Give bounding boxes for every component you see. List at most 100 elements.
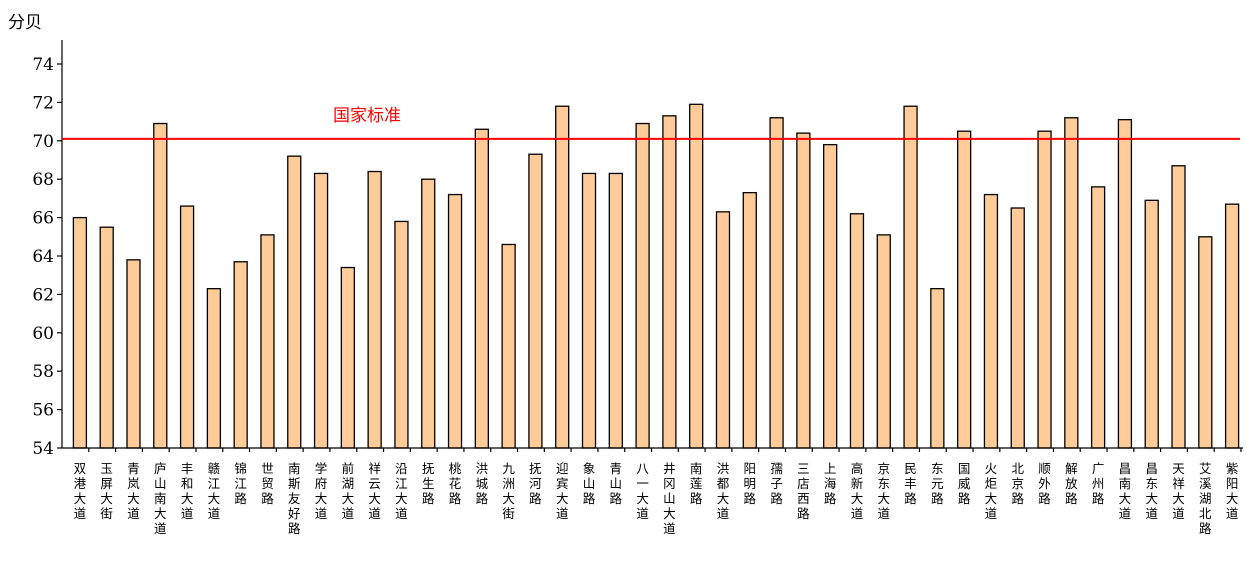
x-tick-label: 洪都大道 [717, 461, 730, 521]
bar [983, 193, 999, 449]
bar [179, 205, 195, 449]
x-tick-label: 南莲路 [690, 461, 703, 506]
y-tick-label: 72 [32, 93, 54, 113]
bar [956, 130, 972, 449]
bar [1064, 117, 1079, 449]
bar [689, 103, 704, 449]
bar [742, 191, 757, 449]
x-tick-label: 三店西路 [797, 461, 810, 521]
bar [99, 226, 114, 449]
x-tick-label: 丰和大道 [181, 461, 194, 521]
bar [260, 234, 275, 449]
x-tick-label: 国威路 [958, 461, 971, 506]
y-tick-label: 68 [32, 170, 54, 190]
bar [153, 122, 168, 449]
x-tick-label: 八一大道 [636, 461, 649, 521]
bar [72, 216, 88, 449]
x-tick-label: 解放路 [1065, 461, 1078, 506]
x-tick-label: 艾溪湖北路 [1199, 461, 1212, 536]
x-tick-label: 火炬大道 [985, 461, 998, 521]
bar [394, 220, 409, 449]
x-tick-label: 桃花路 [449, 461, 462, 506]
x-tick-label: 青山路 [610, 461, 623, 506]
x-tick-label: 顺外路 [1038, 461, 1051, 506]
x-tick-label: 赣江大道 [208, 461, 221, 521]
x-tick-label: 前湖大道 [342, 461, 355, 521]
y-tick-label: 66 [32, 209, 54, 229]
x-tick-label: 北京路 [1011, 461, 1024, 506]
y-axis-label: 分贝 [8, 13, 42, 33]
x-tick-label: 上海路 [824, 461, 837, 506]
x-tick-label: 阳明路 [744, 461, 757, 506]
bar [1171, 165, 1186, 449]
bar [528, 153, 543, 449]
x-tick-label: 广州路 [1092, 461, 1105, 506]
x-tick-label: 双港大道 [74, 461, 87, 521]
x-tick-label: 天祥大道 [1172, 461, 1185, 521]
y-tick-label: 74 [32, 55, 54, 75]
bar [715, 211, 731, 449]
x-tick-label: 南斯友好路 [288, 461, 301, 536]
bar [876, 234, 891, 449]
bar [1117, 119, 1133, 449]
bar [287, 155, 302, 449]
bar [206, 287, 222, 449]
bar [581, 172, 597, 449]
bar [608, 172, 623, 449]
x-tick-label: 抚河路 [529, 461, 542, 506]
bar [233, 261, 248, 449]
bar [1198, 236, 1213, 449]
bar [823, 143, 838, 449]
x-tick-label: 民丰路 [904, 461, 917, 506]
x-tick-label: 世贸路 [261, 461, 274, 506]
x-tick-label: 迎宾大道 [556, 461, 569, 521]
bar [796, 132, 811, 449]
national-standard-label: 国家标准 [333, 106, 401, 126]
bar [1010, 207, 1025, 449]
bar [1090, 186, 1106, 449]
x-tick-label: 孺子路 [770, 461, 783, 506]
bar [126, 259, 141, 449]
y-tick-label: 62 [32, 285, 54, 305]
y-tick-label: 60 [32, 324, 54, 344]
bar [769, 117, 784, 449]
x-tick-label: 洪城路 [476, 461, 489, 506]
x-tick-label: 东元路 [931, 461, 944, 506]
x-tick-label: 昌东大道 [1145, 461, 1158, 521]
bar [662, 115, 677, 449]
x-tick-label: 沿江大道 [395, 461, 408, 521]
y-tick-label: 54 [32, 439, 54, 459]
x-tick-label: 紫阳大道 [1226, 461, 1239, 521]
bar [930, 287, 945, 449]
bar [447, 193, 463, 449]
x-tick-label: 京东大道 [878, 461, 891, 521]
x-tick-label: 锦江路 [234, 461, 247, 506]
bars [72, 103, 1240, 449]
y-tick-label: 70 [32, 132, 54, 152]
y-tick-label: 56 [32, 401, 54, 421]
x-tick-label: 昌南大道 [1119, 461, 1132, 521]
x-tick-label: 九洲大街 [502, 461, 515, 521]
x-tick-label: 玉屏大街 [100, 461, 113, 521]
x-tick-label: 祥云大道 [368, 461, 381, 521]
bar [1224, 203, 1240, 449]
bar [340, 266, 356, 449]
x-tick-label: 象山路 [583, 461, 596, 506]
bar [313, 172, 329, 449]
x-tick-label: 高新大道 [851, 461, 864, 521]
y-tick-label: 64 [32, 247, 54, 267]
bar [555, 105, 570, 449]
bar [367, 170, 382, 449]
x-tick-label: 青岚大道 [127, 461, 140, 521]
bar [501, 243, 516, 449]
bar [635, 122, 650, 449]
x-tick-label: 抚生路 [422, 461, 435, 506]
bar [849, 213, 865, 449]
y-axis-ticks: 54 56 58 60 62 64 66 68 70 72 74 [32, 55, 62, 459]
bar [903, 105, 918, 449]
bar [421, 178, 436, 449]
y-tick-label: 58 [32, 362, 54, 382]
bar [474, 128, 489, 449]
